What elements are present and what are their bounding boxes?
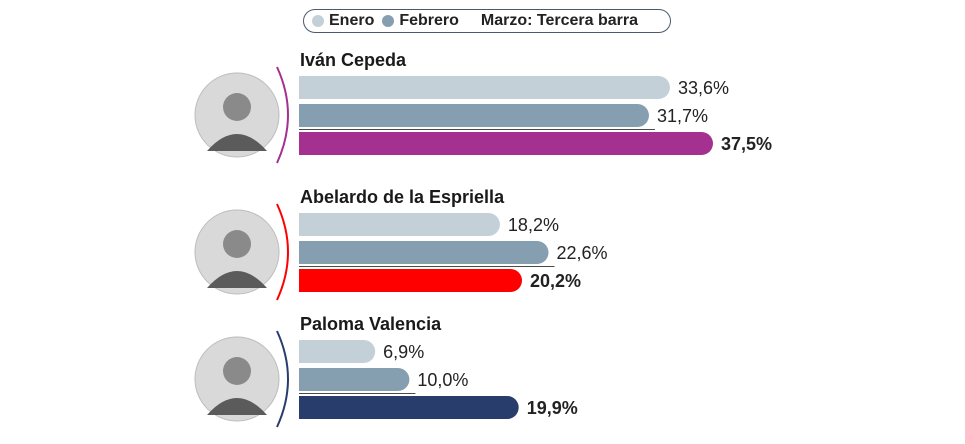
legend-label: Enero: [329, 12, 375, 29]
bar-2: [299, 241, 549, 264]
candidate-name: Iván Cepeda: [300, 50, 407, 70]
legend-item-2: Marzo: Tercera barra: [481, 12, 638, 30]
value-label: 6,9%: [383, 342, 424, 362]
value-label: 20,2%: [530, 271, 581, 291]
bar-left-edge: [299, 396, 311, 419]
accent-arc: [276, 330, 289, 428]
legend-item-0: Enero: [312, 12, 374, 30]
photo-body: [207, 398, 267, 415]
bar-left-edge: [299, 104, 311, 127]
bar-2: [299, 104, 649, 127]
photo-body: [207, 134, 267, 151]
chart-legend: Enero Febrero Marzo: Tercera barra: [303, 9, 671, 33]
bar-2: [299, 368, 410, 391]
legend-swatch: [312, 15, 324, 27]
candidate-name: Abelardo de la Espriella: [300, 187, 505, 207]
bar-1: [299, 340, 376, 363]
bar-1: [299, 76, 670, 99]
value-label: 33,6%: [678, 78, 729, 98]
bar-1: [299, 213, 500, 236]
bar-left-edge: [299, 132, 311, 155]
bar-left-edge: [299, 269, 311, 292]
legend-label: Febrero: [399, 12, 459, 29]
value-label: 10,0%: [417, 370, 468, 390]
photo-body: [207, 271, 267, 288]
bar-left-edge: [299, 213, 311, 236]
value-label: 31,7%: [657, 106, 708, 126]
bar-left-edge: [299, 340, 311, 363]
value-label: 37,5%: [721, 134, 772, 154]
bar-3: [299, 269, 523, 292]
bar-3: [299, 132, 713, 155]
value-label: 22,6%: [557, 243, 608, 263]
legend-swatch: [382, 15, 395, 27]
accent-arc: [276, 66, 289, 164]
bar-3: [299, 396, 519, 419]
accent-arc: [276, 203, 289, 301]
legend-item-1: Febrero: [382, 12, 459, 30]
bar-left-edge: [299, 241, 311, 264]
photo-head: [223, 357, 251, 385]
candidate-name: Paloma Valencia: [300, 314, 442, 334]
legend-label: Marzo: Tercera barra: [480, 12, 639, 29]
bar-left-edge: [299, 368, 311, 391]
value-label: 19,9%: [527, 398, 578, 418]
photo-head: [223, 230, 251, 258]
value-label: 18,2%: [508, 215, 559, 235]
bar-left-edge: [299, 76, 311, 99]
photo-head: [223, 93, 251, 121]
